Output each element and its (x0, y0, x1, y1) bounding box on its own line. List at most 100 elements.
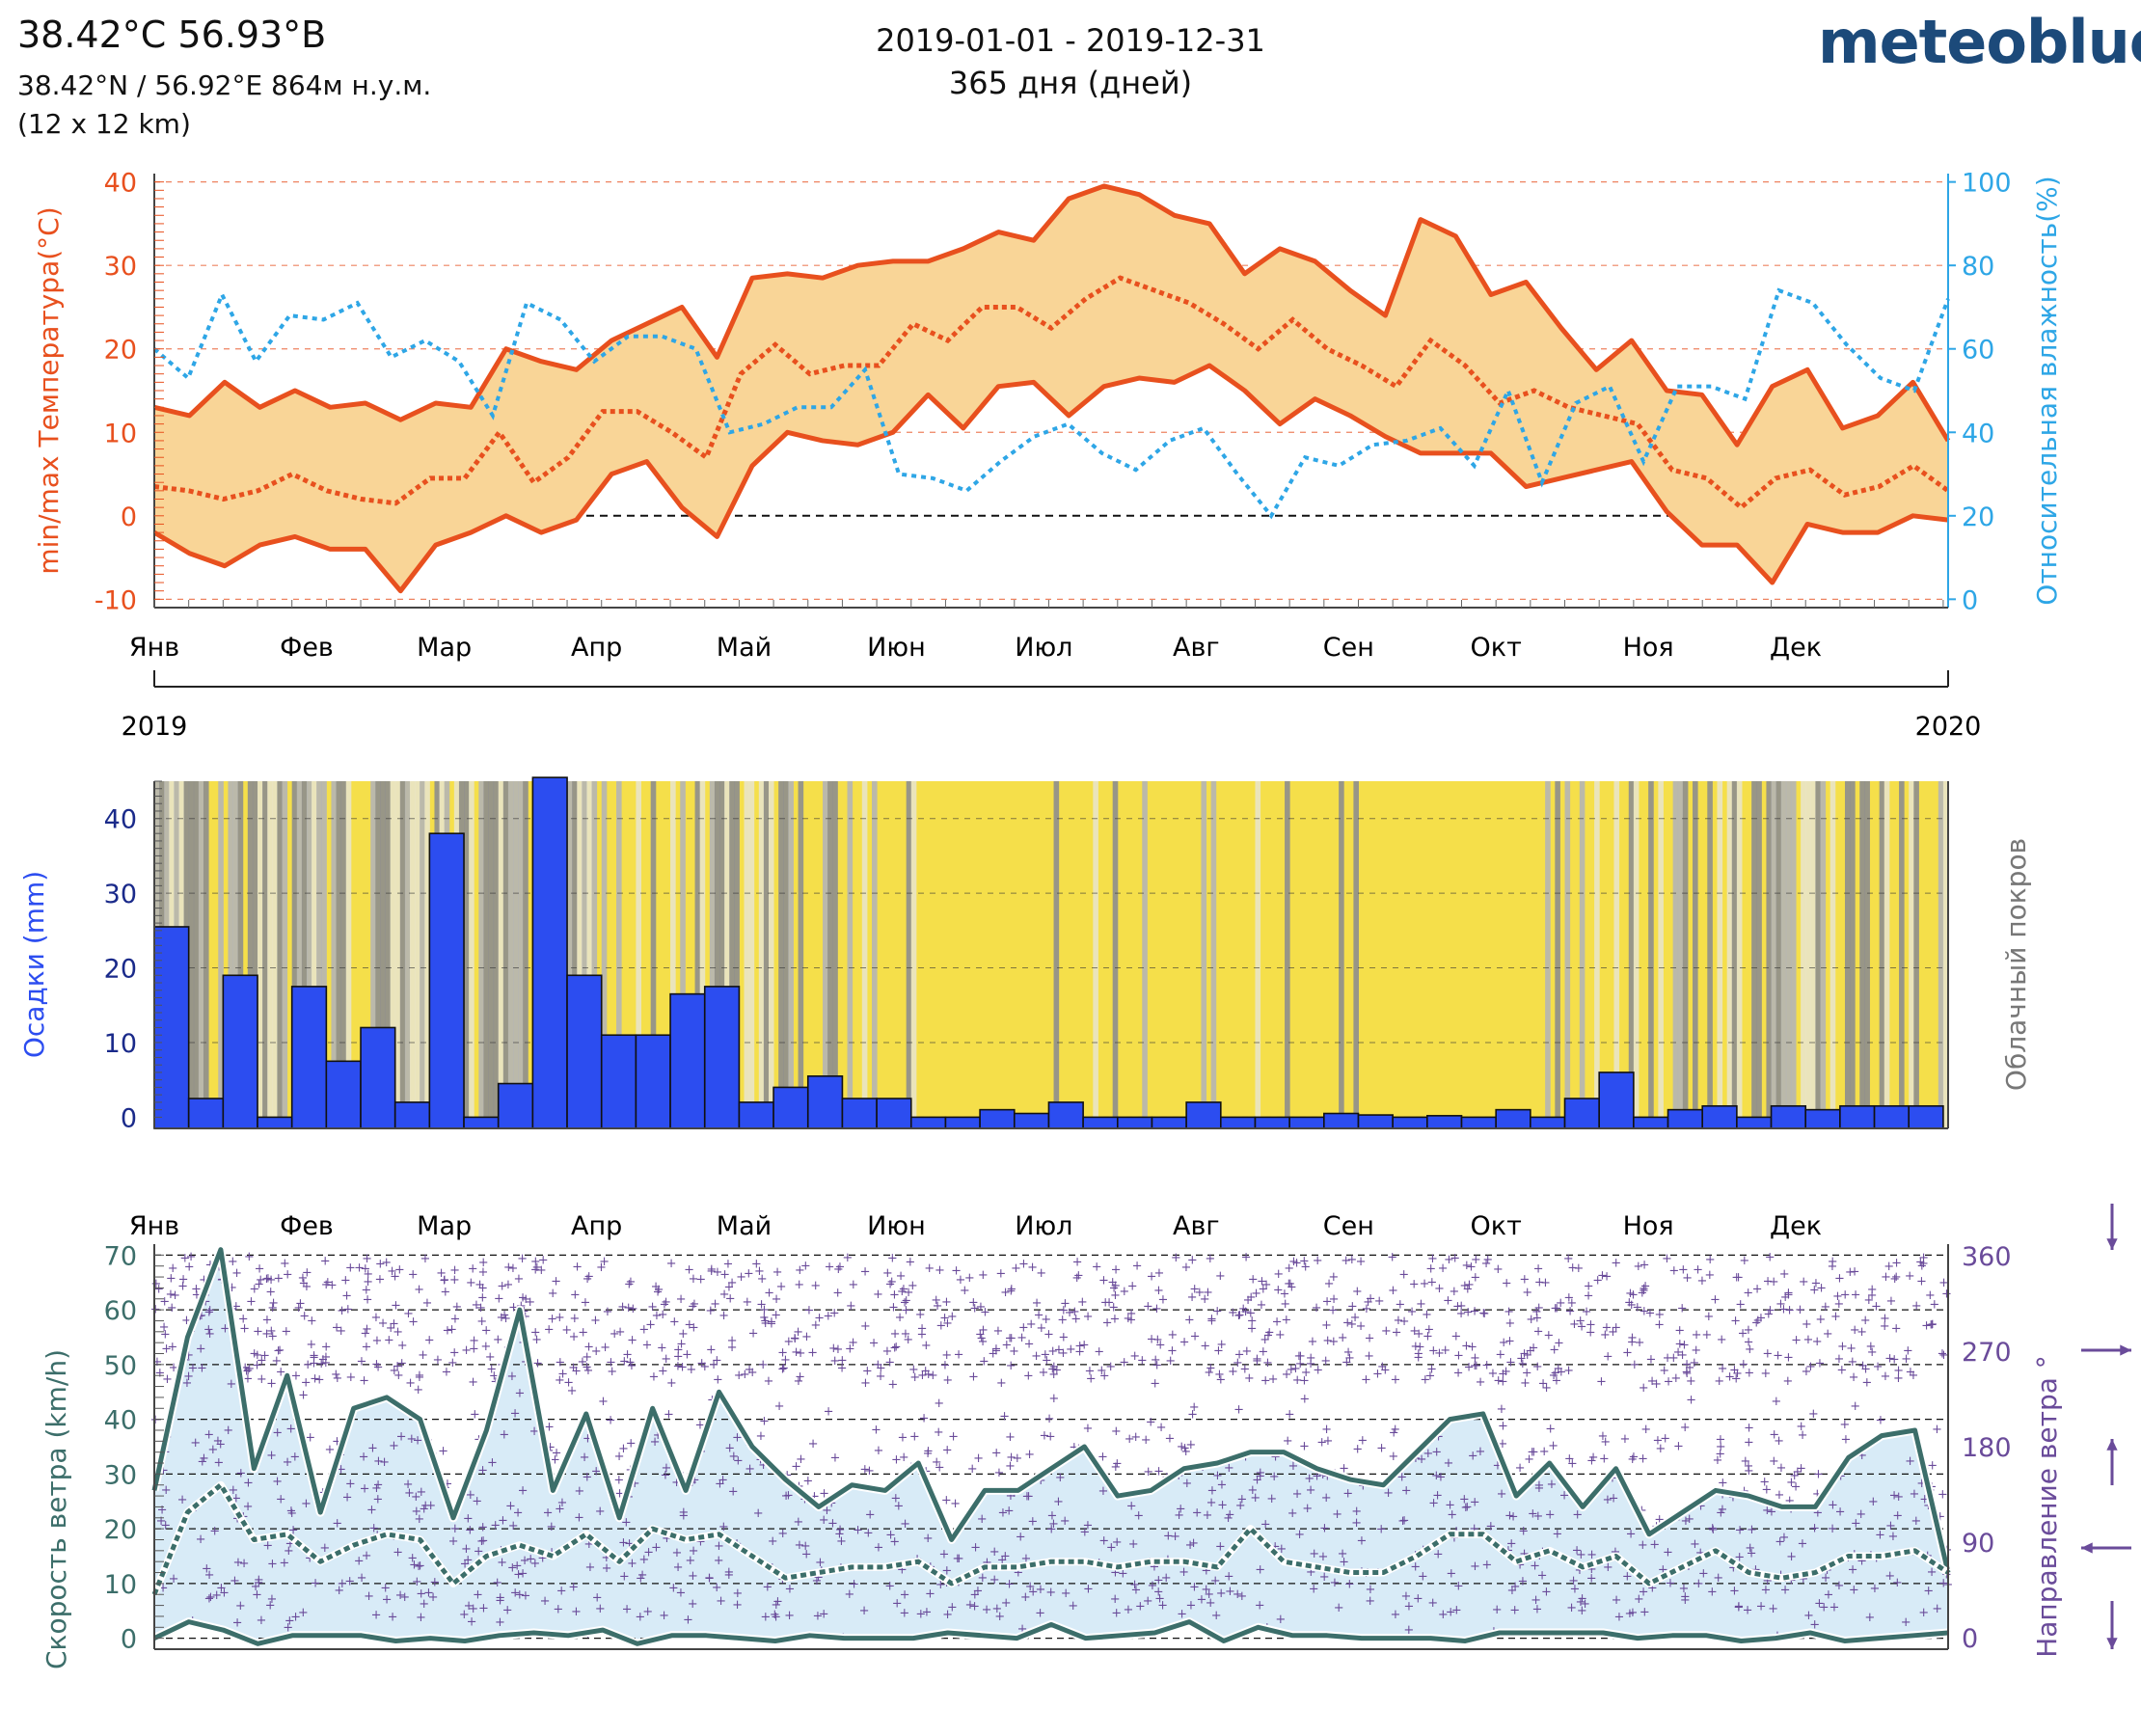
cloud-cover-stripe (1677, 781, 1684, 1128)
cloud-cover-stripe (228, 781, 234, 1128)
wind-direction-point: + (449, 1522, 460, 1536)
cloud-cover-stripe (758, 781, 765, 1128)
wind-direction-point: + (615, 1325, 626, 1340)
cloud-cover-axis-label: Облачный покров (2000, 838, 2032, 1091)
wind-direction-point: + (371, 1311, 382, 1325)
month-label: Июн (867, 1211, 926, 1241)
wind-direction-point: + (884, 1356, 895, 1370)
wind-direction-point: + (1233, 1403, 1244, 1418)
wind-direction-point: + (1585, 1326, 1596, 1341)
wind-direction-point: + (600, 1341, 610, 1355)
wind-direction-point: + (1891, 1256, 1902, 1270)
wind-direction-point: + (619, 1354, 630, 1369)
wind-direction-point: + (508, 1300, 519, 1315)
wind-direction-point: + (1635, 1336, 1645, 1350)
wind-direction-point: + (1504, 1316, 1515, 1331)
wind-direction-point: + (1505, 1356, 1516, 1370)
wind-direction-point: + (1285, 1407, 1295, 1422)
wind-direction-point: + (1849, 1583, 1859, 1597)
wind-direction-point: + (362, 1549, 372, 1563)
wind-direction-point: + (1380, 1364, 1391, 1378)
wind-direction-point: + (624, 1277, 635, 1291)
wind-direction-point: + (1611, 1320, 1621, 1335)
wind-direction-point: + (442, 1323, 452, 1338)
wind-direction-point: + (1689, 1356, 1699, 1370)
cloud-cover-stripe (464, 781, 470, 1128)
wind-direction-point: + (1627, 1606, 1638, 1620)
wind-direction-point: + (1747, 1546, 1757, 1560)
wind-direction-point: + (552, 1446, 562, 1460)
wind-direction-point: + (1381, 1324, 1392, 1339)
wind-direction-point: + (1426, 1363, 1437, 1377)
wind-direction-point: + (777, 1527, 788, 1541)
cloud-cover-stripe (768, 781, 774, 1128)
month-label: Ноя (1623, 633, 1674, 663)
cloud-cover-stripe (650, 781, 657, 1128)
wind-direction-point: + (1783, 1288, 1794, 1302)
wind-direction-point: + (1548, 1439, 1558, 1453)
wind-direction-point: + (1713, 1571, 1723, 1586)
wind-direction-point: + (1322, 1334, 1333, 1348)
wind-direction-point: + (1498, 1419, 1508, 1433)
wind-direction-point: + (203, 1592, 214, 1607)
wind-direction-point: + (1850, 1264, 1860, 1279)
wind-direction-point: + (1409, 1277, 1420, 1291)
meteoblue-logo[interactable]: meteoblue (1818, 7, 2141, 77)
wind-direction-point: + (1152, 1333, 1163, 1347)
wind-direction-tick-label: 0 (1962, 1624, 1978, 1654)
wind-direction-point: + (1202, 1508, 1212, 1523)
wind-direction-point: + (1875, 1528, 1885, 1542)
wind-direction-point: + (478, 1602, 489, 1616)
wind-direction-point: + (774, 1399, 785, 1414)
wind-direction-point: + (1264, 1326, 1275, 1341)
wind-direction-point: + (1334, 1601, 1344, 1615)
wind-direction-point: + (188, 1362, 199, 1376)
wind-direction-point: + (1566, 1296, 1577, 1311)
wind-direction-point: + (967, 1462, 978, 1477)
wind-direction-point: + (416, 1587, 426, 1601)
wind-direction-point: + (283, 1455, 293, 1470)
wind-direction-point: + (166, 1272, 176, 1287)
wind-direction-point: + (183, 1348, 194, 1363)
wind-direction-point: + (485, 1350, 496, 1365)
precipitation-bar (635, 1034, 671, 1129)
wind-direction-point: + (1915, 1256, 1926, 1270)
wind-direction-point: + (1716, 1440, 1726, 1454)
wind-direction-point: + (1053, 1495, 1064, 1509)
wind-direction-point: + (396, 1429, 407, 1444)
wind-direction-point: + (212, 1434, 223, 1449)
wind-direction-point: + (389, 1439, 399, 1453)
wind-direction-point: + (1393, 1314, 1403, 1328)
wind-direction-point: + (498, 1513, 508, 1528)
wind-direction-point: + (1413, 1351, 1423, 1366)
wind-direction-point: + (1194, 1286, 1205, 1300)
wind-direction-point: + (580, 1451, 590, 1465)
wind-direction-point: + (363, 1292, 373, 1307)
wind-direction-point: + (658, 1308, 668, 1322)
wind-direction-point: + (800, 1539, 811, 1554)
wind-direction-point: + (439, 1273, 449, 1288)
wind-direction-point: + (521, 1292, 531, 1307)
wind-direction-point: + (1255, 1469, 1265, 1483)
wind-direction-point: + (514, 1587, 525, 1602)
wind-direction-point: + (1905, 1454, 1915, 1469)
wind-direction-point: + (934, 1397, 944, 1411)
wind-direction-point: + (280, 1257, 290, 1271)
wind-direction-point: + (796, 1452, 806, 1467)
cloud-cover-stripe (306, 781, 312, 1128)
wind-direction-point: + (1743, 1604, 1753, 1618)
wind-direction-point: + (529, 1557, 540, 1571)
wind-direction-point: + (1674, 1337, 1685, 1351)
wind-direction-point: + (276, 1493, 286, 1507)
wind-direction-point: + (408, 1315, 419, 1329)
wind-direction-point: + (469, 1342, 479, 1356)
wind-direction-point: + (1301, 1366, 1312, 1380)
wind-direction-point: + (618, 1535, 629, 1550)
cloud-cover-stripe (1942, 781, 1949, 1128)
cloud-cover-stripe (827, 781, 833, 1128)
year-end-label: 2020 (1915, 712, 1982, 742)
wind-direction-point: + (303, 1358, 313, 1372)
wind-direction-point: + (1339, 1461, 1349, 1476)
month-label: Июл (1015, 1211, 1072, 1241)
month-label: Фев (280, 633, 334, 663)
